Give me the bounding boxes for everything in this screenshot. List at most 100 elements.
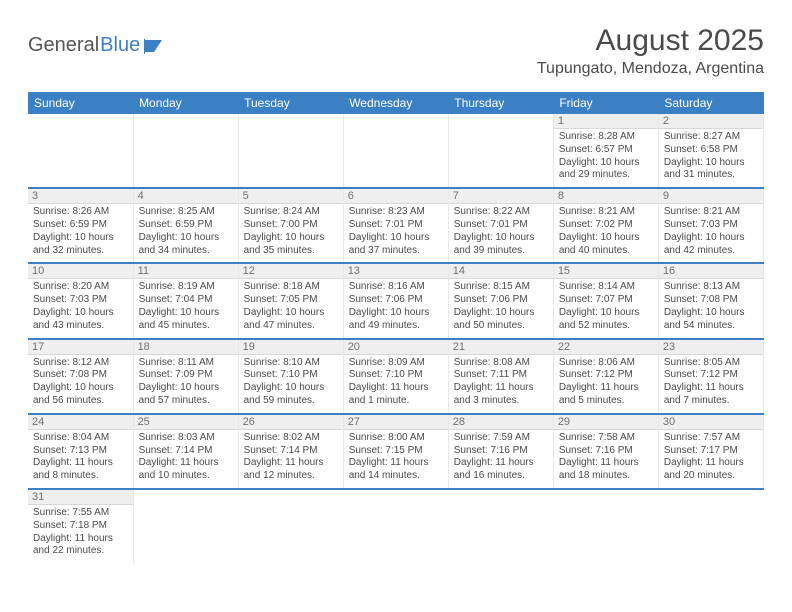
calendar-cell: 30Sunrise: 7:57 AMSunset: 7:17 PMDayligh… (658, 414, 763, 489)
day-number: 3 (28, 189, 133, 204)
day-number: 30 (659, 415, 763, 430)
sunrise-text: Sunrise: 8:25 AM (139, 206, 233, 219)
sunrise-text: Sunrise: 8:06 AM (559, 357, 653, 370)
day-info: Sunrise: 8:26 AMSunset: 6:59 PMDaylight:… (33, 206, 128, 257)
sunset-text: Sunset: 6:58 PM (664, 144, 758, 157)
calendar-cell: 14Sunrise: 8:15 AMSunset: 7:06 PMDayligh… (448, 263, 553, 338)
sunrise-text: Sunrise: 8:15 AM (454, 281, 548, 294)
day-info: Sunrise: 8:05 AMSunset: 7:12 PMDaylight:… (664, 357, 758, 408)
daylight-text: Daylight: 11 hours and 5 minutes. (559, 382, 653, 408)
day-info: Sunrise: 8:03 AMSunset: 7:14 PMDaylight:… (139, 432, 233, 483)
day-number: 28 (449, 415, 553, 430)
sunrise-text: Sunrise: 8:10 AM (244, 357, 338, 370)
sunset-text: Sunset: 7:16 PM (559, 445, 653, 458)
day-number: 24 (28, 415, 133, 430)
sunrise-text: Sunrise: 8:03 AM (139, 432, 233, 445)
sunrise-text: Sunrise: 8:19 AM (139, 281, 233, 294)
calendar-cell: 24Sunrise: 8:04 AMSunset: 7:13 PMDayligh… (28, 414, 133, 489)
calendar-cell (658, 489, 763, 563)
day-number: 13 (344, 264, 448, 279)
calendar-cell: 17Sunrise: 8:12 AMSunset: 7:08 PMDayligh… (28, 339, 133, 414)
sunrise-text: Sunrise: 7:59 AM (454, 432, 548, 445)
calendar-cell (343, 114, 448, 188)
day-number: 15 (554, 264, 658, 279)
sunset-text: Sunset: 7:06 PM (454, 294, 548, 307)
day-info: Sunrise: 8:14 AMSunset: 7:07 PMDaylight:… (559, 281, 653, 332)
daylight-text: Daylight: 10 hours and 45 minutes. (139, 307, 233, 333)
day-info: Sunrise: 8:21 AMSunset: 7:03 PMDaylight:… (664, 206, 758, 257)
sunset-text: Sunset: 7:06 PM (349, 294, 443, 307)
weekday-header: Sunday (28, 92, 133, 114)
weekday-header: Saturday (658, 92, 763, 114)
calendar-cell (133, 114, 238, 188)
calendar-row: 1Sunrise: 8:28 AMSunset: 6:57 PMDaylight… (28, 114, 764, 188)
day-number: 21 (449, 340, 553, 355)
weekday-header: Monday (133, 92, 238, 114)
calendar-cell (343, 489, 448, 563)
sunrise-text: Sunrise: 8:04 AM (33, 432, 128, 445)
sunset-text: Sunset: 7:03 PM (664, 219, 758, 232)
calendar-row: 31 Sunrise: 7:55 AMSunset: 7:18 PMDayligh… (28, 489, 764, 563)
sunrise-text: Sunrise: 8:21 AM (664, 206, 758, 219)
day-number: 16 (659, 264, 763, 279)
calendar-row: 24Sunrise: 8:04 AMSunset: 7:13 PMDayligh… (28, 414, 764, 489)
weekday-header: Thursday (448, 92, 553, 114)
calendar-body: 1Sunrise: 8:28 AMSunset: 6:57 PMDaylight… (28, 114, 764, 563)
day-number: 17 (28, 340, 133, 355)
calendar-cell: 27Sunrise: 8:00 AMSunset: 7:15 PMDayligh… (343, 414, 448, 489)
month-title: August 2025 (537, 24, 764, 58)
daylight-text: Daylight: 10 hours and 35 minutes. (244, 232, 338, 258)
sunset-text: Sunset: 7:10 PM (349, 369, 443, 382)
day-info: Sunrise: 7:55 AMSunset: 7:18 PMDaylight:… (33, 507, 128, 558)
sunset-text: Sunset: 7:07 PM (559, 294, 653, 307)
daylight-text: Daylight: 10 hours and 56 minutes. (33, 382, 128, 408)
day-info: Sunrise: 8:21 AMSunset: 7:02 PMDaylight:… (559, 206, 653, 257)
sunrise-text: Sunrise: 8:26 AM (33, 206, 128, 219)
daylight-text: Daylight: 10 hours and 47 minutes. (244, 307, 338, 333)
calendar-cell: 3 Sunrise: 8:26 AMSunset: 6:59 PMDaylight… (28, 188, 133, 263)
daylight-text: Daylight: 10 hours and 29 minutes. (559, 157, 653, 183)
daylight-text: Daylight: 11 hours and 14 minutes. (349, 457, 443, 483)
sunset-text: Sunset: 7:00 PM (244, 219, 338, 232)
day-number: 7 (449, 189, 553, 204)
daylight-text: Daylight: 11 hours and 7 minutes. (664, 382, 758, 408)
calendar-page: GeneralBlue August 2025 Tupungato, Mendo… (0, 0, 792, 587)
sunset-text: Sunset: 6:57 PM (559, 144, 653, 157)
day-number: 18 (134, 340, 238, 355)
day-number: 10 (28, 264, 133, 279)
day-number: 29 (554, 415, 658, 430)
daylight-text: Daylight: 10 hours and 32 minutes. (33, 232, 128, 258)
calendar-table: Sunday Monday Tuesday Wednesday Thursday… (28, 92, 764, 563)
calendar-cell (238, 489, 343, 563)
sunset-text: Sunset: 7:11 PM (454, 369, 548, 382)
daylight-text: Daylight: 10 hours and 39 minutes. (454, 232, 548, 258)
sunrise-text: Sunrise: 8:13 AM (664, 281, 758, 294)
sunset-text: Sunset: 6:59 PM (139, 219, 233, 232)
day-number: 14 (449, 264, 553, 279)
sunrise-text: Sunrise: 8:00 AM (349, 432, 443, 445)
brand-part1: General (28, 34, 99, 57)
day-number: 20 (344, 340, 448, 355)
sunset-text: Sunset: 7:10 PM (244, 369, 338, 382)
day-info: Sunrise: 8:11 AMSunset: 7:09 PMDaylight:… (139, 357, 233, 408)
day-number: 4 (134, 189, 238, 204)
sunset-text: Sunset: 7:01 PM (454, 219, 548, 232)
daylight-text: Daylight: 10 hours and 59 minutes. (244, 382, 338, 408)
day-info: Sunrise: 8:27 AMSunset: 6:58 PMDaylight:… (664, 131, 758, 182)
day-info: Sunrise: 8:09 AMSunset: 7:10 PMDaylight:… (349, 357, 443, 408)
sunrise-text: Sunrise: 8:05 AM (664, 357, 758, 370)
title-block: August 2025 Tupungato, Mendoza, Argentin… (537, 24, 764, 78)
sunset-text: Sunset: 7:14 PM (244, 445, 338, 458)
sunset-text: Sunset: 7:17 PM (664, 445, 758, 458)
day-number: 31 (28, 490, 133, 505)
calendar-cell: 10 Sunrise: 8:20 AMSunset: 7:03 PMDayligh… (28, 263, 133, 338)
day-info: Sunrise: 8:20 AMSunset: 7:03 PMDaylight:… (33, 281, 128, 332)
day-info: Sunrise: 8:18 AMSunset: 7:05 PMDaylight:… (244, 281, 338, 332)
sunset-text: Sunset: 7:09 PM (139, 369, 233, 382)
daylight-text: Daylight: 10 hours and 42 minutes. (664, 232, 758, 258)
calendar-cell: 1Sunrise: 8:28 AMSunset: 6:57 PMDaylight… (553, 114, 658, 188)
calendar-cell: 25Sunrise: 8:03 AMSunset: 7:14 PMDayligh… (133, 414, 238, 489)
daylight-text: Daylight: 10 hours and 31 minutes. (664, 157, 758, 183)
sunrise-text: Sunrise: 8:09 AM (349, 357, 443, 370)
calendar-cell (238, 114, 343, 188)
